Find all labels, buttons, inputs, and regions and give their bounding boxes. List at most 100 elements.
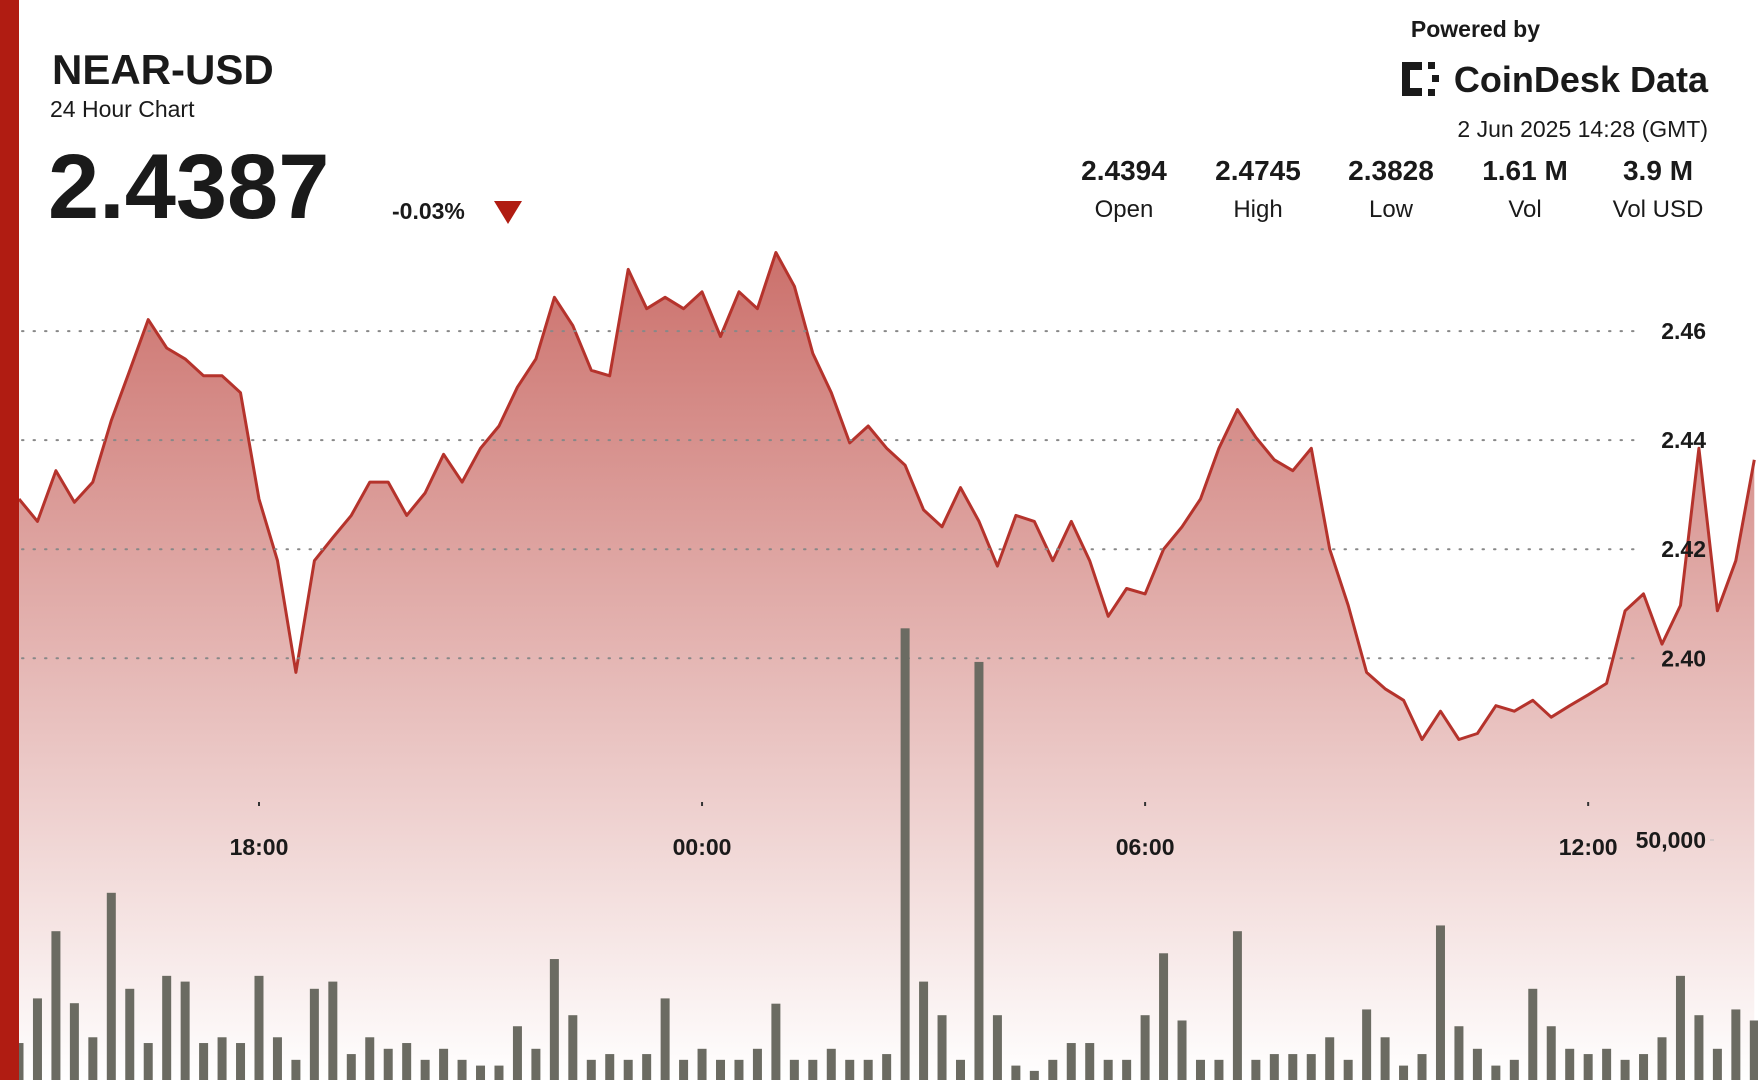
volume-bar	[937, 1015, 947, 1080]
stat-value: 2.4745	[1215, 155, 1301, 186]
plot: 2.40 2.42 2.44 2.46 18:00 00:00 06:00 12:00 50,0…	[14, 251, 1758, 1080]
volume-bar	[32, 998, 42, 1080]
price-line	[17, 251, 1756, 741]
volume-bar	[826, 1048, 836, 1080]
volume-bar	[420, 1059, 430, 1080]
price-area	[19, 252, 1755, 1080]
volume-bar	[605, 1054, 615, 1080]
volume-bar	[1675, 975, 1685, 1080]
stat-value: 3.9 M	[1623, 155, 1693, 186]
volume-bar	[1066, 1043, 1076, 1080]
volume-bar	[1620, 1059, 1630, 1080]
timestamp: 2 Jun 2025 14:28 (GMT)	[1457, 116, 1708, 142]
x-tick-label: 12:00	[1559, 834, 1618, 860]
volume-bar	[1657, 1037, 1667, 1080]
volume-bar	[1583, 1054, 1593, 1080]
volume-bar	[697, 1048, 707, 1080]
volume-bar	[660, 998, 670, 1080]
volume-bar	[512, 1026, 522, 1080]
y-tick-label: 2.40	[1661, 645, 1706, 671]
brand: CoinDesk Data	[1454, 59, 1709, 100]
x-tick-label: 06:00	[1116, 834, 1175, 860]
x-tick-label: 00:00	[673, 834, 732, 860]
volume-bar	[549, 959, 559, 1080]
volume-bar	[1528, 988, 1538, 1080]
volume-bar	[1122, 1059, 1132, 1080]
volume-bar	[1546, 1026, 1556, 1080]
volume-bar	[808, 1059, 818, 1080]
volume-bar	[1731, 1009, 1741, 1080]
volume-bar	[365, 1037, 375, 1080]
volume-bar	[900, 628, 910, 1080]
volume-bar	[955, 1059, 965, 1080]
volume-bar	[402, 1043, 412, 1080]
volume-bar	[1343, 1059, 1353, 1080]
volume-bar	[1103, 1059, 1113, 1080]
volume-bar	[752, 1048, 762, 1080]
stat-value: 2.3828	[1348, 155, 1434, 186]
volume-bar	[771, 1003, 781, 1080]
volume-bar	[586, 1059, 596, 1080]
volume-bar	[679, 1059, 689, 1080]
volume-bar	[439, 1048, 449, 1080]
volume-bar	[1380, 1037, 1390, 1080]
volume-bar	[845, 1059, 855, 1080]
volume-bar	[1472, 1048, 1482, 1080]
down-arrow	[494, 201, 522, 224]
volume-bar	[1712, 1048, 1722, 1080]
stat-label: High	[1233, 196, 1282, 223]
volume-bar	[217, 1037, 227, 1080]
volume-bar	[143, 1043, 153, 1080]
volume-bar	[254, 975, 264, 1080]
stat-label: Open	[1095, 196, 1154, 223]
x-tick-label: 18:00	[230, 834, 289, 860]
volume-bar	[992, 1015, 1002, 1080]
volume-bar	[974, 661, 984, 1080]
volume-bar	[882, 1054, 892, 1080]
volume-bar	[863, 1059, 873, 1080]
logo-icon	[1402, 62, 1439, 96]
volume-bar	[734, 1059, 744, 1080]
accent-bar	[0, 0, 19, 1080]
y-tick-label: 2.44	[1661, 427, 1706, 453]
volume-bar	[1417, 1054, 1427, 1080]
volume-bar	[236, 1043, 246, 1080]
volume-bar	[1214, 1059, 1224, 1080]
volume-bar	[346, 1054, 356, 1080]
volume-bar	[1325, 1037, 1335, 1080]
volume-bar	[1565, 1048, 1575, 1080]
volume-bar	[328, 981, 338, 1080]
volume-bar	[106, 892, 116, 1080]
volume-bar	[1399, 1065, 1409, 1080]
volume-bar	[1232, 931, 1242, 1080]
volume-bar	[1306, 1054, 1316, 1080]
volume-bar	[1491, 1065, 1501, 1080]
y-tick-label: 2.42	[1661, 536, 1706, 562]
volume-bar	[623, 1059, 633, 1080]
volume-bar	[789, 1059, 799, 1080]
volume-bar	[1011, 1065, 1021, 1080]
stats: 2.4394 Open 2.4745 High 2.3828 Low 1.61 M Vol 3.…	[1081, 155, 1703, 223]
volume-bar	[1509, 1059, 1519, 1080]
volume-bar	[383, 1048, 393, 1080]
powered-by: Powered by	[1411, 16, 1540, 42]
stat-value: 2.4394	[1081, 155, 1167, 186]
volume-bar	[531, 1048, 541, 1080]
volume-bar	[1251, 1059, 1261, 1080]
volume-bar	[291, 1059, 301, 1080]
change: -0.03%	[392, 198, 465, 224]
volume-bar	[1435, 925, 1445, 1080]
volume-bar	[309, 988, 319, 1080]
volume-bar	[1048, 1059, 1058, 1080]
volume-bar	[199, 1043, 209, 1080]
y2-tick-label: 50,000	[1636, 827, 1706, 853]
volume-bar	[494, 1065, 504, 1080]
stat-label: Vol USD	[1613, 196, 1704, 223]
volume-bar	[1195, 1059, 1205, 1080]
volume-bar	[1694, 1015, 1704, 1080]
stat-label: Low	[1369, 196, 1414, 223]
volume-bar	[1177, 1020, 1187, 1080]
volume-bar	[1602, 1048, 1612, 1080]
volume-bar	[1454, 1026, 1464, 1080]
